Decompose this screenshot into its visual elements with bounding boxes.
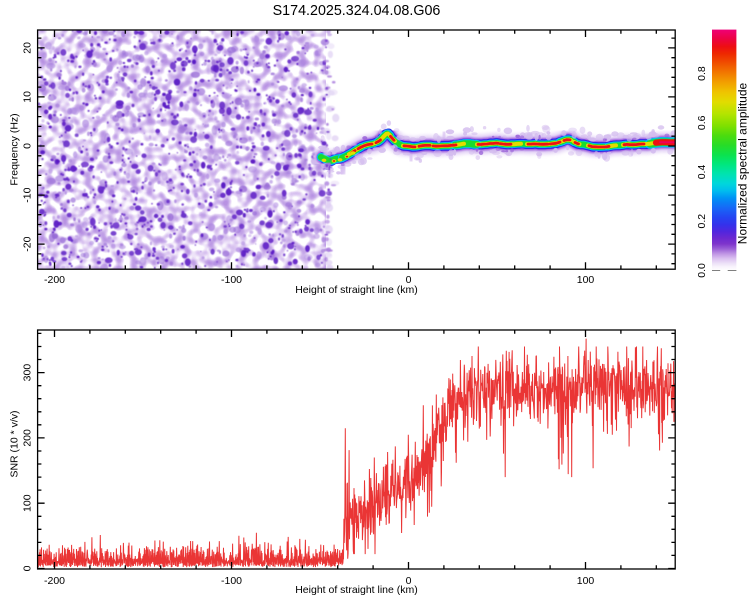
svg-text:SNR (10 * v/v): SNR (10 * v/v) <box>8 410 20 477</box>
svg-text:0.8: 0.8 <box>696 66 708 81</box>
svg-text:20: 20 <box>21 42 33 54</box>
svg-text:Frequency (Hz): Frequency (Hz) <box>8 113 20 185</box>
svg-text:-100: -100 <box>221 575 242 587</box>
svg-text:0: 0 <box>21 565 33 571</box>
svg-text:100: 100 <box>577 274 595 286</box>
svg-text:-20: -20 <box>21 236 33 251</box>
svg-text:Height of straight line (km): Height of straight line (km) <box>295 284 418 296</box>
svg-text:Height of straight line (km): Height of straight line (km) <box>295 584 418 596</box>
svg-text:-100: -100 <box>221 274 242 286</box>
svg-text:0.4: 0.4 <box>696 165 708 180</box>
svg-text:0: 0 <box>21 143 33 149</box>
svg-text:300: 300 <box>21 364 33 382</box>
svg-text:0: 0 <box>406 274 412 286</box>
svg-text:200: 200 <box>21 429 33 447</box>
svg-text:100: 100 <box>577 575 595 587</box>
svg-text:0: 0 <box>406 575 412 587</box>
svg-text:10: 10 <box>21 91 33 103</box>
svg-text:-200: -200 <box>44 575 65 587</box>
svg-text:100: 100 <box>21 494 33 512</box>
svg-text:-10: -10 <box>21 187 33 202</box>
svg-text:Normalized spectral amplitude: Normalized spectral amplitude <box>736 82 750 244</box>
svg-text:0.6: 0.6 <box>696 115 708 130</box>
svg-text:0.0: 0.0 <box>696 263 708 278</box>
svg-text:-200: -200 <box>44 274 65 286</box>
svg-text:0.2: 0.2 <box>696 214 708 229</box>
svg-text:S174.2025.324.04.08.G06: S174.2025.324.04.08.G06 <box>273 3 441 19</box>
